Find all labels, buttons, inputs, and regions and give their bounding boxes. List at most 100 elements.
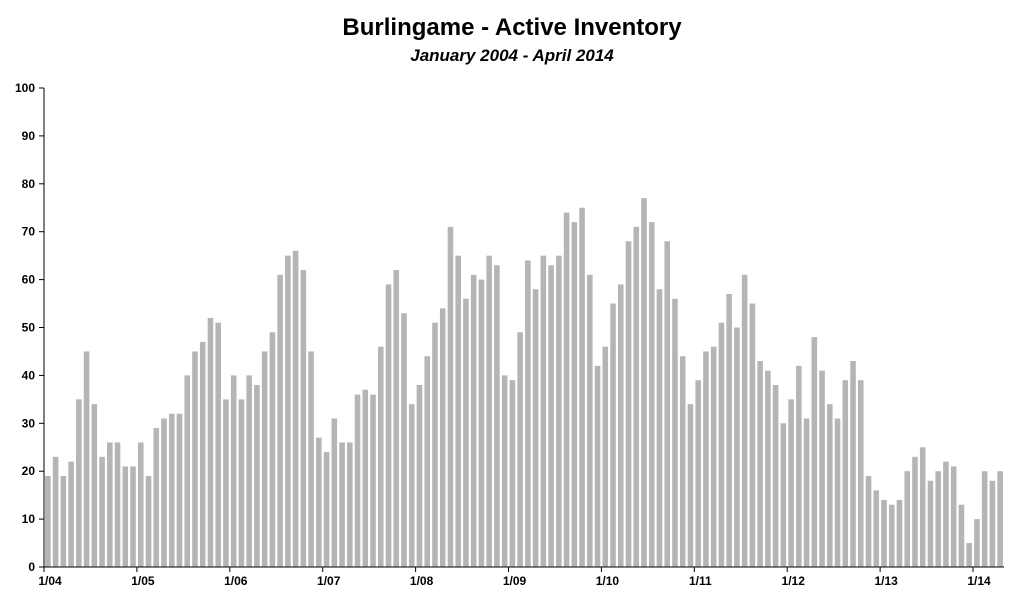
bar-1-09 <box>509 380 516 567</box>
bar-5-12 <box>819 370 825 567</box>
bar-1-14 <box>974 519 980 567</box>
bar-7-08 <box>463 298 469 567</box>
bar-8-09 <box>563 212 570 568</box>
y-tick-label: 100 <box>15 81 35 95</box>
bar-9-08 <box>478 279 485 567</box>
y-tick-label: 90 <box>22 129 36 143</box>
y-axis: 0 10 20 30 40 50 60 70 80 90 100 <box>15 81 45 574</box>
bar-3-10 <box>617 284 624 567</box>
bar-3-13 <box>896 499 903 567</box>
bar-5-08 <box>447 226 454 567</box>
bar-4-10 <box>625 241 632 567</box>
bar-2-08 <box>424 356 431 567</box>
bar-6-04 <box>83 351 90 567</box>
y-tick-label: 10 <box>22 512 36 526</box>
bar-12-12 <box>873 490 880 567</box>
bar-7-10 <box>648 222 655 567</box>
bar-12-08 <box>501 375 508 567</box>
bar-9-11 <box>757 361 763 567</box>
bar-2-05 <box>145 475 152 567</box>
bar-5-09 <box>540 255 547 567</box>
bar-10-10 <box>672 298 678 567</box>
bar-4-11 <box>718 322 725 567</box>
bar-4-12 <box>811 337 818 567</box>
bar-10-06 <box>300 270 307 567</box>
bar-7-07 <box>370 394 376 567</box>
bar-10-13 <box>950 466 957 567</box>
x-tick-label: 1/10 <box>596 574 620 588</box>
bar-10-07 <box>393 270 400 567</box>
bar-8-06 <box>285 255 291 567</box>
bar-10-05 <box>207 317 214 567</box>
bar-7-13 <box>927 480 934 567</box>
bar-8-10 <box>656 289 663 567</box>
y-tick-label: 70 <box>22 225 36 239</box>
bar-5-06 <box>261 351 268 567</box>
bar-11-12 <box>865 475 872 567</box>
bar-1-13 <box>881 499 887 567</box>
bar-12-10 <box>687 404 694 567</box>
bar-3-08 <box>432 322 438 567</box>
y-tick-label: 20 <box>22 464 36 478</box>
bar-12-11 <box>780 423 787 567</box>
bar-8-08 <box>470 274 477 567</box>
bar-5-10 <box>633 226 640 567</box>
x-tick-label: 1/09 <box>503 574 527 588</box>
x-tick-label: 1/04 <box>38 574 62 588</box>
bar-7-12 <box>834 418 841 567</box>
bar-11-10 <box>679 356 686 567</box>
bar-5-04 <box>76 399 82 567</box>
bar-12-05 <box>223 399 229 567</box>
bar-11-05 <box>215 322 221 567</box>
bar-6-11 <box>734 327 740 567</box>
bar-2-06 <box>238 399 245 567</box>
bar-11-08 <box>494 265 500 567</box>
bar-1-10 <box>602 346 609 567</box>
bar-11-11 <box>772 384 779 567</box>
bar-12-13 <box>966 543 972 567</box>
bar-8-05 <box>192 351 198 567</box>
bar-12-09 <box>594 365 601 567</box>
y-tick-label: 0 <box>28 560 35 574</box>
bar-8-11 <box>749 303 756 567</box>
bar-4-14 <box>997 471 1003 567</box>
bar-3-11 <box>710 346 717 567</box>
bar-6-05 <box>176 413 183 567</box>
chart-subtitle: January 2004 - April 2014 <box>410 46 614 65</box>
bar-10-08 <box>486 255 492 567</box>
bar-2-09 <box>517 332 523 567</box>
bar-9-10 <box>664 241 671 567</box>
y-tick-label: 80 <box>22 177 36 191</box>
bar-6-06 <box>269 332 276 567</box>
bar-6-13 <box>919 447 926 567</box>
bar-2-12 <box>796 365 802 567</box>
bar-12-06 <box>316 437 322 567</box>
bar-4-13 <box>904 471 911 567</box>
bar-10-04 <box>114 442 121 567</box>
bar-3-04 <box>60 475 67 567</box>
bars-group <box>45 198 1003 568</box>
bar-2-11 <box>703 351 709 567</box>
bar-6-10 <box>641 198 647 568</box>
bar-3-06 <box>246 375 252 567</box>
bar-4-08 <box>439 308 446 567</box>
x-tick-label: 1/14 <box>967 574 991 588</box>
bar-1-06 <box>230 375 237 567</box>
bar-1-11 <box>695 380 701 567</box>
bar-9-13 <box>943 461 949 567</box>
y-tick-label: 30 <box>22 416 36 430</box>
bar-4-09 <box>532 289 539 567</box>
bar-1-05 <box>137 442 144 567</box>
y-tick-label: 60 <box>22 273 36 287</box>
bar-8-13 <box>935 471 941 567</box>
bar-6-12 <box>827 404 833 567</box>
bar-4-04 <box>68 461 74 567</box>
bar-7-06 <box>277 274 283 567</box>
bar-4-06 <box>254 384 260 567</box>
bar-1-07 <box>323 452 330 567</box>
bar-6-07 <box>362 389 369 567</box>
bar-9-04 <box>107 442 113 567</box>
bar-11-13 <box>958 504 965 567</box>
bar-11-04 <box>122 466 129 567</box>
